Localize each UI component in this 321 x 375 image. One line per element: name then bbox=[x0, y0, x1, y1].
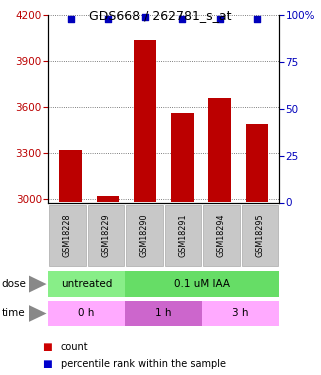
Point bbox=[217, 16, 222, 22]
Bar bbox=[48, 271, 125, 297]
Point bbox=[180, 16, 185, 22]
Text: GSM18228: GSM18228 bbox=[63, 214, 72, 257]
Polygon shape bbox=[29, 305, 47, 322]
Bar bbox=[204, 205, 239, 266]
Text: 0.1 uM IAA: 0.1 uM IAA bbox=[174, 279, 230, 289]
Bar bbox=[49, 205, 85, 266]
Text: 1 h: 1 h bbox=[155, 309, 172, 318]
Point bbox=[105, 16, 110, 22]
Text: 0 h: 0 h bbox=[78, 309, 95, 318]
Text: untreated: untreated bbox=[61, 279, 112, 289]
Bar bbox=[125, 301, 202, 326]
Bar bbox=[171, 113, 194, 202]
Bar bbox=[208, 98, 231, 202]
Bar bbox=[126, 205, 162, 266]
Point bbox=[254, 16, 259, 22]
Text: time: time bbox=[2, 309, 25, 318]
Text: dose: dose bbox=[2, 279, 26, 289]
Text: GSM18291: GSM18291 bbox=[178, 214, 187, 257]
Bar bbox=[202, 301, 279, 326]
Text: count: count bbox=[61, 342, 89, 352]
Text: GSM18290: GSM18290 bbox=[140, 214, 149, 257]
Text: 3 h: 3 h bbox=[232, 309, 249, 318]
Point bbox=[68, 16, 73, 22]
Bar bbox=[134, 40, 156, 203]
Bar bbox=[59, 150, 82, 202]
Text: GSM18294: GSM18294 bbox=[217, 214, 226, 257]
Bar bbox=[88, 205, 124, 266]
Text: ■: ■ bbox=[42, 359, 51, 369]
Text: GDS668 / 262781_s_at: GDS668 / 262781_s_at bbox=[89, 9, 232, 22]
Text: ■: ■ bbox=[42, 342, 51, 352]
Text: GSM18295: GSM18295 bbox=[256, 213, 265, 257]
Polygon shape bbox=[29, 276, 47, 292]
Text: percentile rank within the sample: percentile rank within the sample bbox=[61, 359, 226, 369]
Text: GSM18229: GSM18229 bbox=[101, 213, 110, 257]
Bar bbox=[48, 301, 125, 326]
Bar bbox=[242, 205, 278, 266]
Bar bbox=[97, 196, 119, 202]
Bar bbox=[246, 124, 268, 202]
Bar bbox=[125, 271, 279, 297]
Bar bbox=[165, 205, 201, 266]
Point bbox=[143, 14, 148, 20]
